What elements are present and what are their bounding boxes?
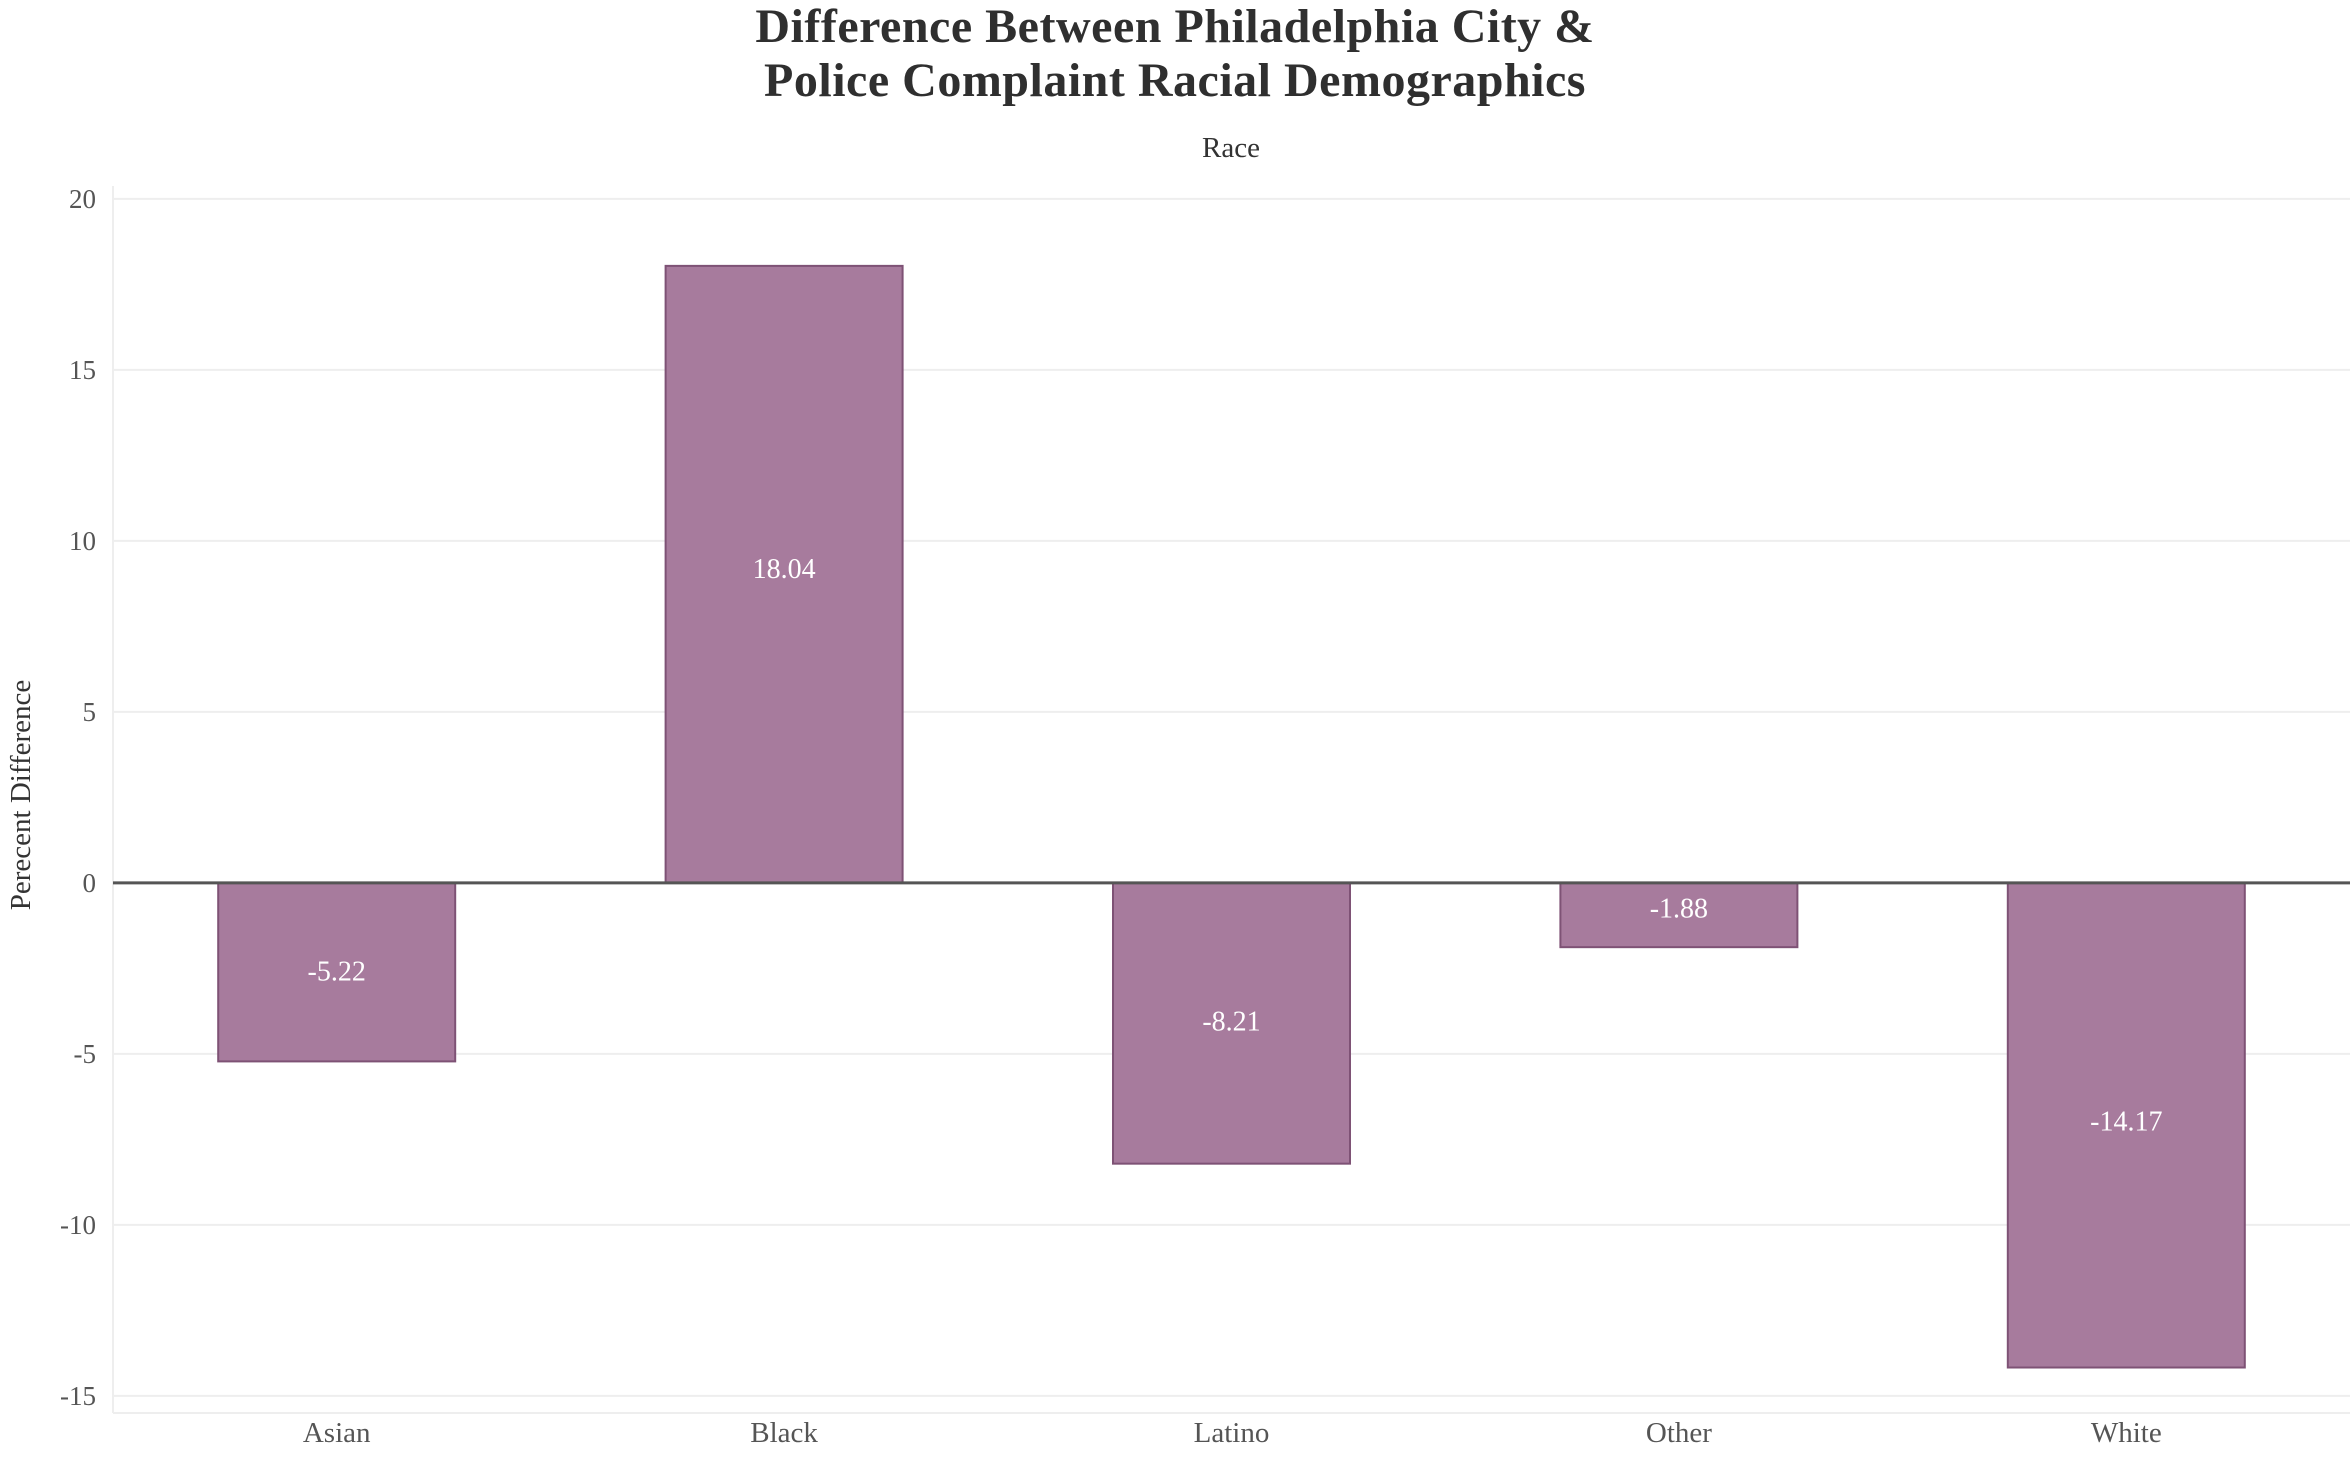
x-category-label: White [2091,1417,2162,1449]
x-category-label: Latino [1194,1417,1270,1449]
y-tick-label: -10 [60,1210,96,1240]
bar-latino [1112,881,1351,1165]
chart-title-line-1: Difference Between Philadelphia City & [755,0,1595,53]
x-axis-categories: Asian Black Latino Other White [303,1417,2162,1449]
x-axis-top-label: Race [1202,132,1260,164]
data-labels: -5.22 18.04 -8.21 -1.88 -14.17 [308,554,2163,1137]
y-tick-label: 20 [69,184,96,214]
bar-black [664,264,904,884]
chart-title: Difference Between Philadelphia City & P… [0,0,2350,108]
y-tick-label: 5 [83,697,97,727]
data-label: 18.04 [753,554,816,585]
data-label: -1.88 [1650,893,1708,924]
bars [113,264,2350,1369]
y-axis-ticks: -15 -10 -5 0 5 10 15 20 [60,184,96,1411]
data-label: -8.21 [1202,1006,1260,1037]
bar-white [2006,881,2246,1369]
x-category-label: Black [750,1417,818,1449]
y-tick-label: -15 [60,1381,96,1411]
chart-title-line-2: Police Complaint Racial Demographics [764,54,1586,107]
bar-asian [217,881,457,1063]
data-label: -5.22 [308,956,366,987]
y-tick-label: 0 [83,868,97,898]
x-category-label: Other [1646,1417,1712,1449]
gridlines [112,186,2350,1414]
y-axis-title: Perecent Difference [5,680,37,911]
y-tick-label: 10 [69,526,96,556]
y-tick-label: -5 [74,1039,97,1069]
bar-other [1559,881,1799,949]
data-label: -14.17 [2090,1106,2162,1137]
x-category-label: Asian [303,1417,371,1449]
y-tick-label: 15 [69,355,96,385]
